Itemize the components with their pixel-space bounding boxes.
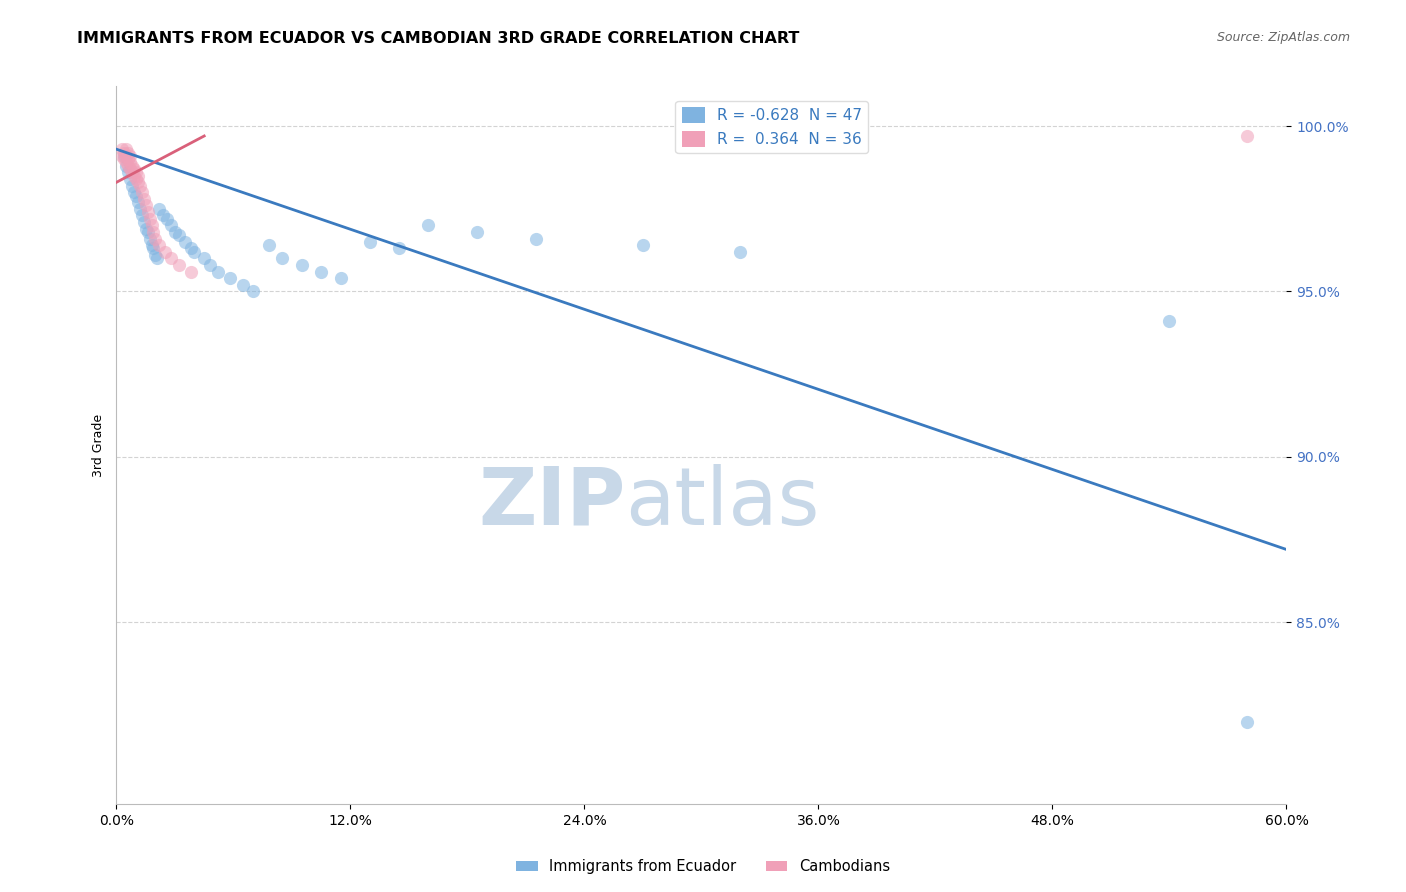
Point	[127, 175, 149, 189]
Point	[160, 252, 183, 266]
Point	[291, 258, 314, 272]
Point	[136, 225, 159, 239]
Point	[115, 159, 138, 173]
Point	[117, 145, 139, 160]
Point	[117, 159, 139, 173]
Point	[115, 149, 138, 163]
Text: atlas: atlas	[626, 464, 820, 541]
Point	[112, 145, 135, 160]
Point	[122, 162, 145, 177]
Point	[131, 208, 153, 222]
Point	[135, 221, 157, 235]
Point	[163, 225, 186, 239]
Point	[730, 244, 752, 259]
Y-axis label: 3rd Grade: 3rd Grade	[93, 414, 105, 477]
Point	[131, 185, 153, 199]
Point	[127, 195, 149, 210]
Point	[141, 238, 163, 252]
Point	[146, 252, 169, 266]
Point	[207, 264, 229, 278]
Point	[121, 178, 143, 193]
Point	[117, 165, 139, 179]
Point	[117, 152, 139, 166]
Point	[524, 231, 547, 245]
Point	[359, 235, 381, 249]
Point	[122, 169, 145, 183]
Point	[125, 165, 148, 179]
Point	[388, 242, 411, 256]
Point	[271, 252, 294, 266]
Point	[142, 242, 165, 256]
Text: Source: ZipAtlas.com: Source: ZipAtlas.com	[1216, 31, 1350, 45]
Point	[120, 162, 142, 177]
Text: ZIP: ZIP	[478, 464, 626, 541]
Point	[148, 238, 170, 252]
Point	[167, 228, 190, 243]
Point	[128, 178, 150, 193]
Point	[125, 188, 148, 202]
Point	[198, 258, 221, 272]
Point	[135, 198, 157, 212]
Point	[1236, 128, 1258, 143]
Point	[132, 215, 155, 229]
Point	[142, 225, 165, 239]
Point	[1159, 314, 1181, 328]
Point	[156, 211, 179, 226]
Point	[167, 258, 190, 272]
Point	[148, 202, 170, 216]
Point	[112, 152, 135, 166]
Point	[218, 271, 240, 285]
Point	[121, 165, 143, 179]
Legend: R = -0.628  N = 47, R =  0.364  N = 36: R = -0.628 N = 47, R = 0.364 N = 36	[675, 101, 868, 153]
Point	[115, 142, 138, 156]
Point	[125, 172, 148, 186]
Point	[115, 155, 138, 169]
Point	[180, 242, 202, 256]
Point	[153, 244, 176, 259]
Point	[127, 169, 149, 183]
Point	[183, 244, 205, 259]
Point	[138, 231, 160, 245]
Point	[141, 219, 163, 233]
Point	[120, 172, 142, 186]
Point	[138, 211, 160, 226]
Point	[112, 149, 135, 163]
Point	[193, 252, 215, 266]
Point	[257, 238, 280, 252]
Point	[232, 277, 254, 292]
Point	[145, 231, 167, 245]
Point	[152, 208, 174, 222]
Point	[329, 271, 352, 285]
Point	[160, 219, 183, 233]
Point	[111, 142, 134, 156]
Point	[173, 235, 195, 249]
Point	[180, 264, 202, 278]
Point	[418, 219, 440, 233]
Point	[136, 205, 159, 219]
Point	[1236, 714, 1258, 729]
Text: IMMIGRANTS FROM ECUADOR VS CAMBODIAN 3RD GRADE CORRELATION CHART: IMMIGRANTS FROM ECUADOR VS CAMBODIAN 3RD…	[77, 31, 800, 46]
Point	[111, 149, 134, 163]
Point	[465, 225, 488, 239]
Point	[145, 248, 167, 262]
Point	[120, 155, 142, 169]
Point	[122, 185, 145, 199]
Point	[631, 238, 654, 252]
Point	[120, 149, 142, 163]
Point	[309, 264, 332, 278]
Legend: Immigrants from Ecuador, Cambodians: Immigrants from Ecuador, Cambodians	[510, 854, 896, 880]
Point	[121, 159, 143, 173]
Point	[132, 192, 155, 206]
Point	[242, 285, 264, 299]
Point	[128, 202, 150, 216]
